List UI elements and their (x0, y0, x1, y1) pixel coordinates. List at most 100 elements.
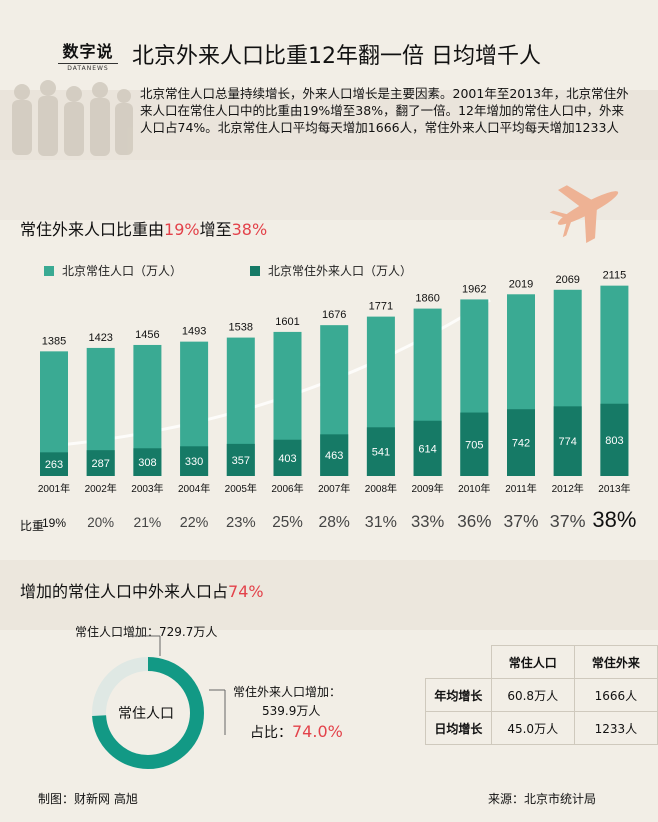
bar-migrant (366, 427, 395, 476)
total-increase-text: 常住人口增加：729.7万人 (75, 625, 218, 639)
data-label-total: 1771 (369, 301, 393, 313)
credit-text: 制图：财新网 高旭 (38, 792, 138, 806)
data-label-total: 1493 (182, 326, 206, 338)
chart-title-prefix: 常住外来人口比重由 (20, 220, 165, 239)
x-tick-label: 2009年 (411, 482, 443, 495)
stats-row-label: 日均增长 (425, 711, 492, 745)
data-label-migrant: 803 (605, 435, 623, 447)
data-label-migrant: 774 (559, 436, 577, 448)
x-tick-label: 2005年 (225, 482, 257, 495)
migrant-increase-value: 539.9万人 (262, 704, 321, 718)
ratio-label: 37% (503, 511, 538, 531)
ratio-label: 23% (226, 515, 256, 531)
x-tick-label: 2001年 (38, 482, 70, 495)
stats-header-total: 常住人口 (490, 645, 575, 679)
ratio-label: 33% (411, 512, 444, 531)
data-label-total: 1860 (415, 293, 439, 305)
source-text: 来源：北京市统计局 (488, 792, 597, 806)
chart-title: 常住外来人口比重由19%增至38% (20, 216, 267, 240)
ratio-row-label: 比重 (20, 519, 45, 533)
x-tick-label: 2004年 (178, 482, 210, 495)
data-label-total: 2069 (555, 274, 579, 286)
donut-center-label: 常住人口 (118, 706, 174, 722)
section2-title-prefix: 增加的常住人口中外来人口占 (20, 582, 229, 601)
chart-title-to: 38% (231, 220, 268, 239)
bar-migrant (133, 448, 162, 476)
bar-migrant (226, 443, 255, 476)
ratio-label: 21% (133, 514, 161, 530)
x-tick-label: 2012年 (552, 482, 584, 495)
stats-table: 常住人口 常住外来 年均增长 60.8万人 1666人 日均增长 45.0万人 … (425, 645, 658, 745)
bar-migrant (413, 420, 442, 476)
bar-migrant (86, 450, 115, 476)
stats-cell: 1666人 (573, 678, 658, 712)
stats-cell: 60.8万人 (490, 678, 575, 712)
bar-migrant (180, 446, 209, 476)
bar-migrant (507, 409, 535, 476)
data-label-total: 1601 (275, 316, 299, 328)
bar-migrant (320, 434, 349, 476)
data-label-migrant: 403 (278, 453, 296, 465)
data-label-total: 2115 (603, 270, 627, 282)
data-label-total: 1423 (88, 332, 112, 344)
ratio-label: 28% (318, 514, 349, 531)
data-label-migrant: 541 (372, 447, 390, 459)
ratio-label: 19% (42, 516, 66, 530)
x-tick-label: 2010年 (458, 482, 490, 495)
ratio-label: 31% (365, 513, 397, 531)
ratio-label: 36% (457, 512, 491, 531)
data-label-total: 2019 (509, 278, 533, 290)
data-label-migrant: 357 (232, 455, 250, 467)
section2-title: 增加的常住人口中外来人口占74% (20, 578, 264, 602)
page-title: 北京外来人口比重12年翻一倍 日均增千人 (132, 44, 541, 69)
bar-migrant (40, 452, 68, 476)
bar-migrant (600, 403, 629, 476)
stats-header-row: 常住人口 常住外来 (425, 645, 658, 679)
stats-cell: 1233人 (573, 711, 658, 745)
section2-title-value: 74% (228, 582, 264, 601)
legend-total-label: 北京常住人口（万人） (62, 264, 183, 278)
data-label-migrant: 263 (45, 459, 63, 471)
x-tick-label: 2007年 (318, 482, 350, 495)
logo-subtext: DATANEWS (58, 63, 118, 72)
share-label: 占比： (250, 725, 292, 741)
stats-header-blank (425, 645, 492, 679)
data-label-total: 1538 (229, 322, 253, 334)
chart-title-mid: 增至 (199, 220, 232, 239)
legend-migrant-label: 北京常住外来人口（万人） (268, 264, 413, 278)
data-label-migrant: 463 (325, 450, 343, 462)
data-label-total: 1676 (322, 309, 346, 321)
datanews-logo: 数字说 DATANEWS (58, 38, 118, 72)
legend-migrant-swatch (250, 265, 260, 276)
stats-row-annual: 年均增长 60.8万人 1666人 (425, 678, 658, 712)
stats-row-daily: 日均增长 45.0万人 1233人 (425, 711, 658, 745)
stats-cell: 45.0万人 (490, 711, 575, 745)
share-row: 占比：74.0% (250, 722, 343, 742)
legend-migrant: 北京常住外来人口（万人） (250, 262, 412, 279)
x-tick-label: 2006年 (271, 482, 303, 495)
share-value: 74.0% (292, 722, 343, 741)
donut-migrant-arc (92, 657, 204, 769)
x-tick-label: 2008年 (365, 482, 397, 495)
chart-title-from: 19% (164, 220, 200, 239)
intro-paragraph: 北京常住人口总量持续增长，外来人口增长是主要因素。2001年至2013年，北京常… (140, 86, 629, 135)
data-label-total: 1962 (462, 283, 486, 295)
legend-total-swatch (44, 265, 54, 276)
data-label-migrant: 742 (512, 438, 530, 450)
migrant-increase-label: 常住外来人口增加： (233, 685, 342, 699)
data-label-migrant: 614 (418, 443, 436, 455)
bar-migrant (273, 439, 302, 476)
bar-migrant (553, 406, 582, 476)
stats-row-label: 年均增长 (425, 678, 492, 712)
ratio-label: 22% (180, 515, 209, 531)
x-tick-label: 2011年 (505, 482, 537, 495)
data-label-migrant: 705 (465, 439, 483, 451)
legend-total: 北京常住人口（万人） (44, 262, 182, 279)
data-label-migrant: 287 (92, 458, 110, 470)
data-label-migrant: 330 (185, 456, 203, 468)
ratio-label: 25% (272, 514, 303, 531)
x-tick-label: 2003年 (131, 482, 163, 495)
ratio-label: 38% (592, 507, 636, 532)
